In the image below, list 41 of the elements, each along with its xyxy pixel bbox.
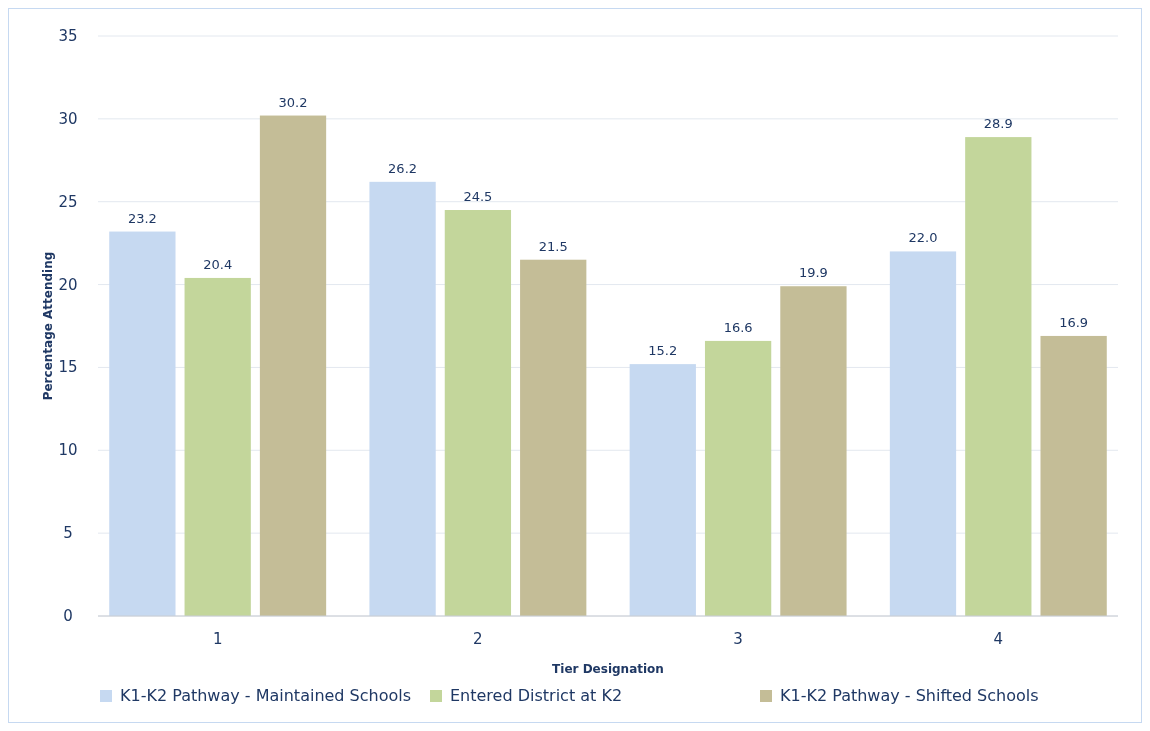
data-label: 28.9 bbox=[983, 116, 1013, 132]
data-label: 16.9 bbox=[1059, 314, 1089, 330]
bar bbox=[520, 259, 587, 616]
bar bbox=[184, 277, 251, 616]
data-label: 22.0 bbox=[908, 230, 938, 246]
data-label: 30.2 bbox=[278, 94, 308, 110]
y-axis-title: Percentage Attending bbox=[41, 251, 55, 401]
bar bbox=[704, 340, 772, 616]
y-tick-label: 20 bbox=[58, 275, 78, 294]
y-tick-label: 15 bbox=[58, 358, 78, 377]
data-label: 23.2 bbox=[127, 210, 157, 226]
bar bbox=[629, 364, 696, 616]
x-tick-label: 4 bbox=[993, 630, 1004, 648]
x-tick-label: 1 bbox=[212, 630, 223, 648]
bar bbox=[109, 231, 176, 616]
data-label: 16.6 bbox=[723, 319, 753, 335]
x-tick-label: 2 bbox=[473, 630, 483, 648]
bar bbox=[889, 251, 957, 616]
bar bbox=[1040, 335, 1107, 616]
x-axis-title: Tier Designation bbox=[552, 662, 664, 676]
data-label: 26.2 bbox=[388, 160, 418, 176]
bar bbox=[369, 181, 436, 616]
legend-label: K1-K2 Pathway - Maintained Schools bbox=[120, 686, 412, 705]
bar bbox=[965, 137, 1032, 616]
y-tick-label: 5 bbox=[63, 524, 73, 543]
data-label: 20.4 bbox=[203, 256, 233, 272]
y-tick-label: 25 bbox=[58, 192, 78, 211]
bar bbox=[780, 286, 847, 616]
y-tick-label: 35 bbox=[58, 27, 78, 45]
y-tick-label: 0 bbox=[63, 607, 73, 625]
y-tick-label: 10 bbox=[58, 441, 78, 460]
bar bbox=[259, 115, 327, 616]
y-tick-label: 30 bbox=[58, 109, 78, 128]
x-tick-label: 3 bbox=[733, 630, 743, 648]
data-label: 19.9 bbox=[798, 265, 828, 281]
legend-label: Entered District at K2 bbox=[450, 686, 623, 705]
data-label: 15.2 bbox=[648, 343, 678, 359]
data-label: 24.5 bbox=[463, 189, 493, 204]
bar bbox=[444, 210, 512, 616]
data-label: 21.5 bbox=[538, 238, 568, 254]
legend-label: K1-K2 Pathway - Shifted Schools bbox=[780, 686, 1039, 705]
